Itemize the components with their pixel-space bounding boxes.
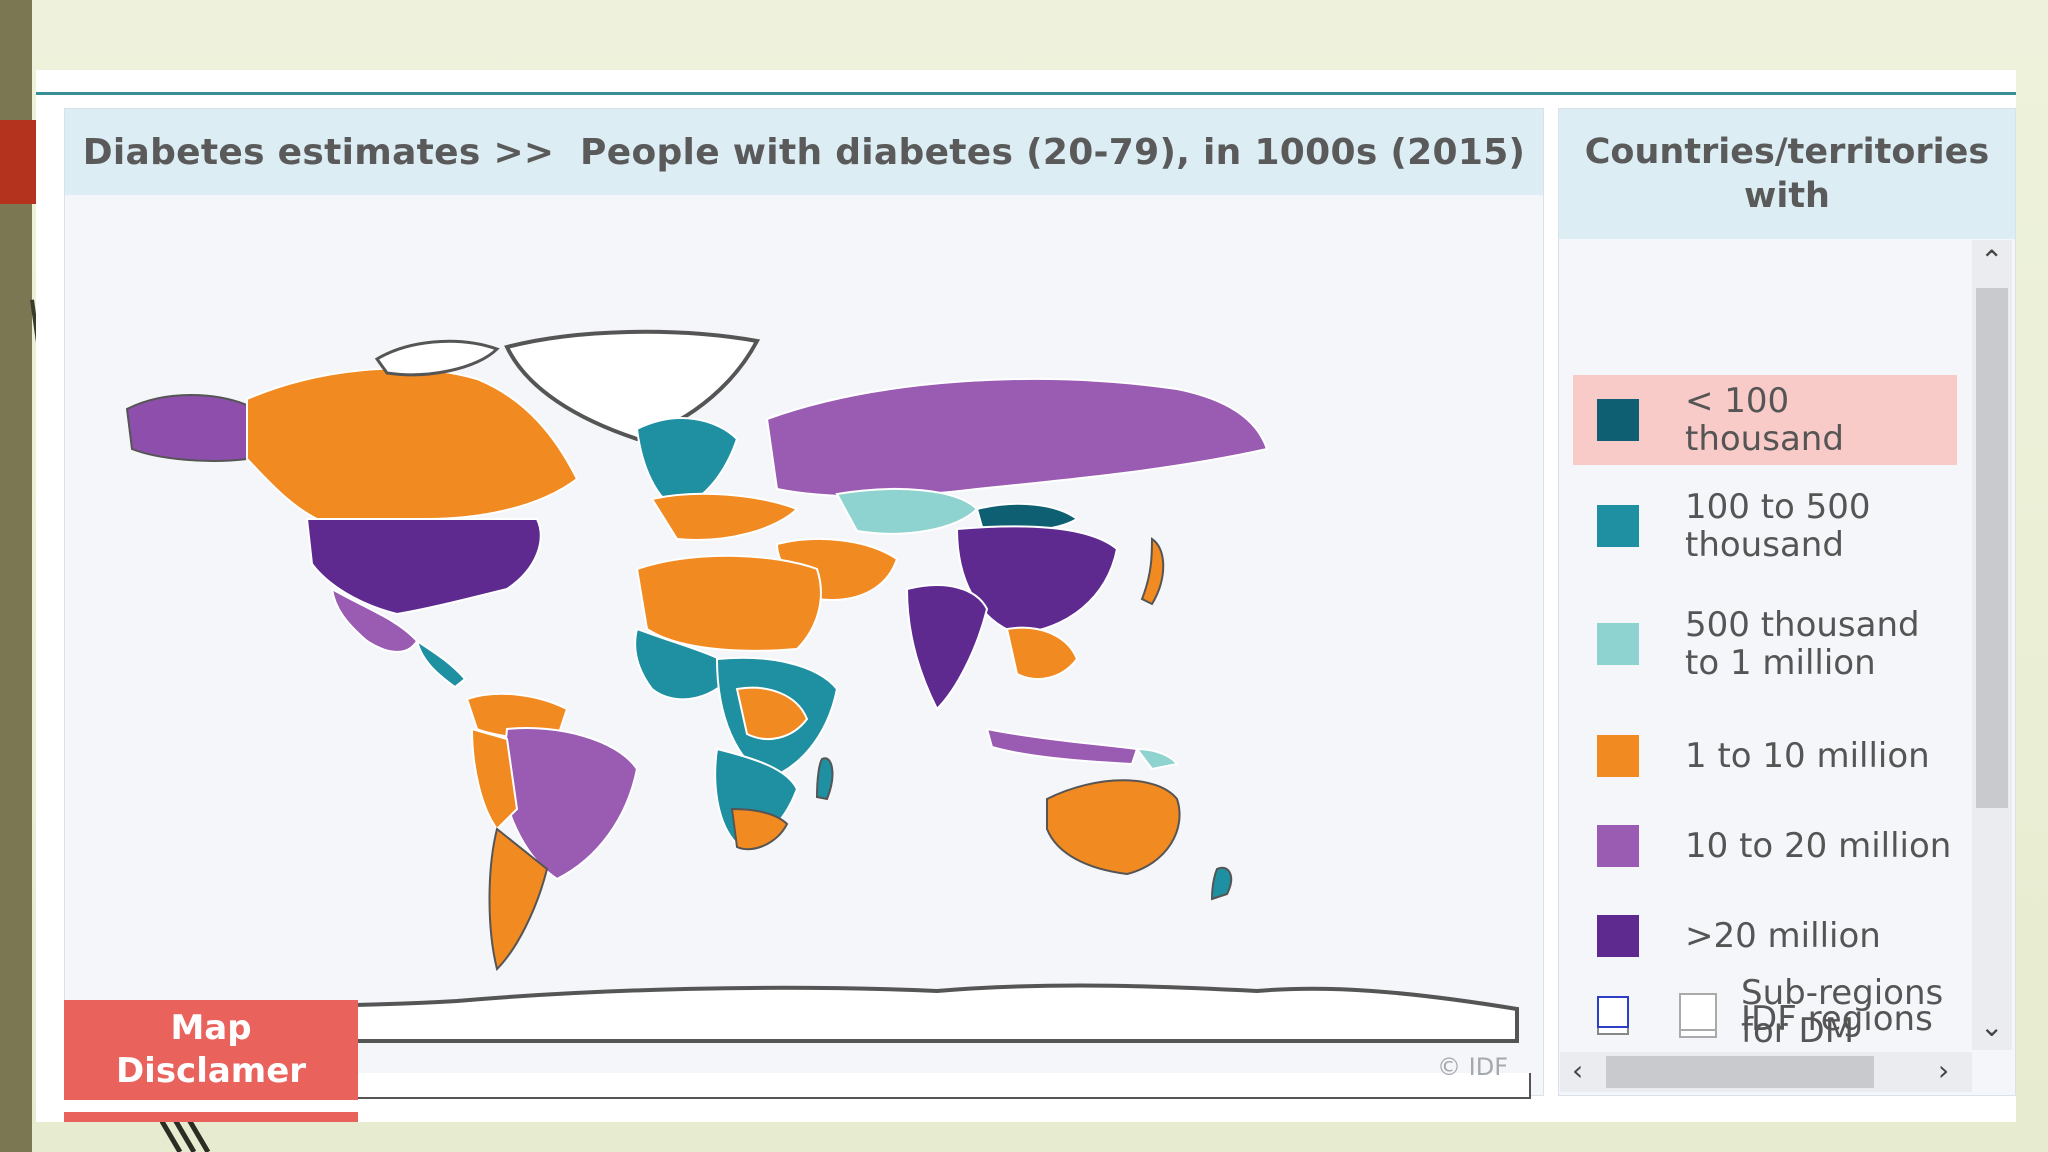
region-argentina xyxy=(488,827,549,971)
legend-label: < 100 thousand xyxy=(1685,381,1844,459)
legend-swatch xyxy=(1597,915,1639,957)
legend-item-10m-20m[interactable]: 10 to 20 million xyxy=(1573,811,1957,881)
region-europe-south xyxy=(650,492,799,541)
region-andes xyxy=(470,727,519,831)
region-greenland xyxy=(504,329,761,442)
region-new-zealand xyxy=(1210,866,1233,901)
region-africa-north xyxy=(635,554,822,652)
slide-deco-bottom xyxy=(160,1118,211,1152)
legend-swatch xyxy=(1597,505,1639,547)
region-japan xyxy=(1140,537,1165,606)
map-disclaimer-label: Map Disclamer xyxy=(115,1008,307,1091)
legend-label: 1 to 10 million xyxy=(1685,736,1930,776)
slide-accent-block xyxy=(0,120,36,204)
region-central-america xyxy=(415,638,467,689)
horizontal-scroll-thumb[interactable] xyxy=(1606,1056,1874,1088)
vertical-scroll-thumb[interactable] xyxy=(1976,288,2008,808)
sub-regions-label: Sub-regions for DM xyxy=(1741,973,1944,1051)
legend-swatch xyxy=(1597,825,1639,867)
legend-title: Countries/territories with xyxy=(1584,132,1990,216)
region-brazil xyxy=(500,727,639,881)
legend-label: 100 to 500 thousand xyxy=(1685,487,1871,565)
legend-item-gt-20m[interactable]: >20 million xyxy=(1573,901,1957,971)
copyright-label: © IDF xyxy=(1437,1053,1508,1081)
map-panel: Diabetes estimates >> People with diabet… xyxy=(64,108,1544,1099)
region-kazakhstan xyxy=(835,488,979,535)
region-canada xyxy=(246,367,579,520)
chevron-up-icon[interactable]: ⌃ xyxy=(1980,244,2004,277)
region-usa xyxy=(305,518,542,616)
map-header: Diabetes estimates >> People with diabet… xyxy=(65,109,1543,195)
legend-swatch xyxy=(1597,399,1639,441)
region-mexico xyxy=(330,587,419,653)
legend-item-1m-10m[interactable]: 1 to 10 million xyxy=(1573,721,1957,791)
chevron-right-icon[interactable]: › xyxy=(1938,1054,1950,1087)
region-papua xyxy=(1134,747,1179,771)
region-se-asia xyxy=(1005,626,1079,680)
region-australia xyxy=(1046,779,1181,876)
region-europe-west xyxy=(635,417,739,511)
chevron-left-icon[interactable]: ‹ xyxy=(1572,1054,1584,1087)
legend-label: 500 thousand to 1 million xyxy=(1685,605,1920,683)
legend-item-500k-1m[interactable]: 500 thousand to 1 million xyxy=(1573,599,1957,689)
region-africa-west xyxy=(634,627,739,701)
sub-regions-checkbox[interactable] xyxy=(1679,993,1717,1031)
legend-option-sub-regions[interactable]: Sub-regions for DM xyxy=(1573,967,1957,1057)
legend-item-lt-100k[interactable]: < 100 thousand xyxy=(1573,375,1957,465)
legend-swatch xyxy=(1597,735,1639,777)
map-disclaimer-button[interactable]: Map Disclamer xyxy=(64,1000,358,1100)
region-alaska xyxy=(125,394,248,462)
legend-item-100k-500k[interactable]: 100 to 500 thousand xyxy=(1573,481,1957,571)
legend-vertical-scrollbar[interactable] xyxy=(1972,240,2012,1050)
region-south-africa xyxy=(730,807,789,851)
legend-list: < 100 thousand 100 to 500 thousand 500 t… xyxy=(1573,249,1957,1049)
sub-regions-toggle[interactable] xyxy=(1597,996,1629,1028)
region-madagascar xyxy=(815,757,834,801)
world-map[interactable] xyxy=(77,269,1531,1109)
legend-horizontal-scrollbar[interactable] xyxy=(1560,1052,1972,1092)
region-india xyxy=(905,584,989,711)
region-arctic-islands xyxy=(374,339,500,377)
legend-label: >20 million xyxy=(1685,916,1881,956)
slide-rule xyxy=(36,92,2016,95)
legend-header: Countries/territories with xyxy=(1559,109,2015,239)
region-indonesia xyxy=(985,727,1139,766)
chevron-down-icon[interactable]: ⌄ xyxy=(1980,1010,2004,1043)
disclaimer-underbar xyxy=(64,1112,358,1122)
region-russia xyxy=(765,378,1269,498)
map-title: Diabetes estimates >> People with diabet… xyxy=(82,131,1526,173)
idf-regions-label: IDF regions xyxy=(1741,999,1933,1039)
region-africa-central-orange xyxy=(735,686,809,740)
legend-panel: Countries/territories with < 100 thousan… xyxy=(1558,108,2016,1096)
legend-label: 10 to 20 million xyxy=(1685,826,1952,866)
legend-swatch xyxy=(1597,623,1639,665)
